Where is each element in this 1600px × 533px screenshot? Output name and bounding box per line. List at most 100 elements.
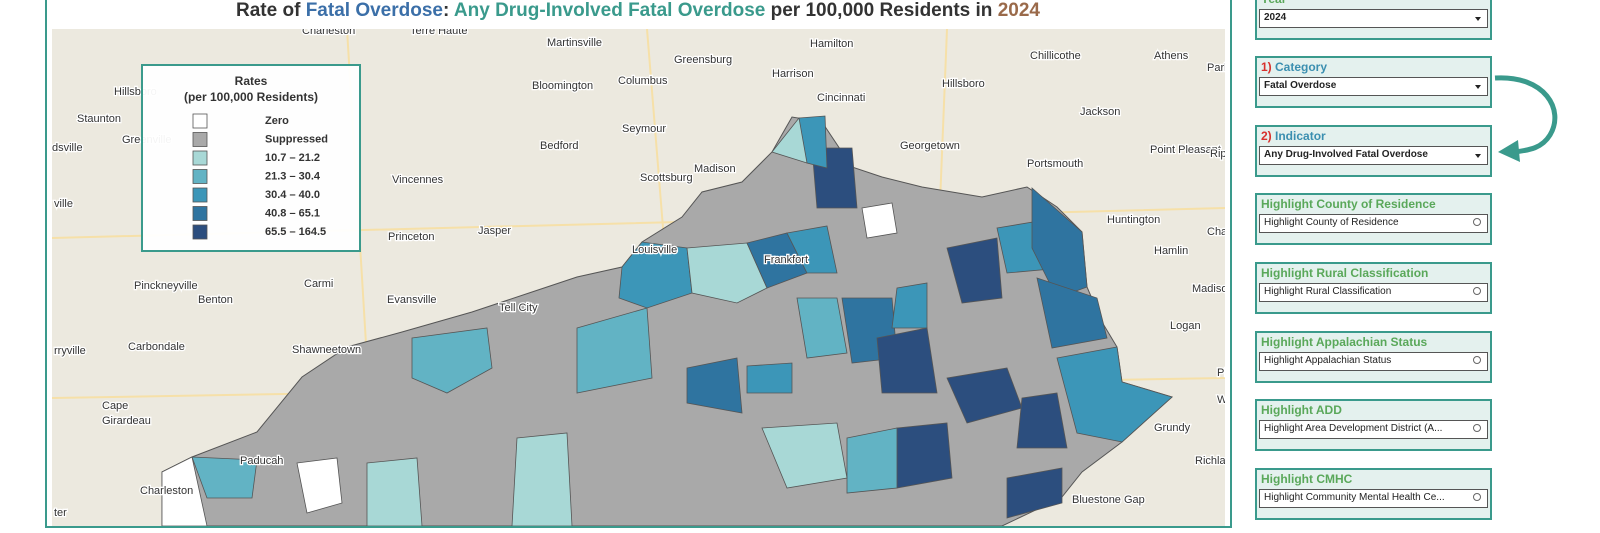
legend-swatch [192, 224, 208, 240]
map-label: Frankfort [764, 254, 808, 266]
filter-value: 2024 [1264, 12, 1287, 23]
filter-panel: 1) Category Fatal Overdose [1255, 56, 1492, 108]
title-part: Any Drug-Involved Fatal Overdose [454, 0, 765, 21]
filter-title: Year [1261, 0, 1286, 6]
map-label: Shawneetown [292, 344, 361, 356]
map-label: ter [54, 507, 67, 519]
map-label: Cape [102, 400, 128, 412]
map-label: Harrison [772, 68, 814, 80]
dropdown[interactable]: Any Drug-Involved Fatal Overdose [1259, 146, 1488, 165]
map-label: Madison [694, 163, 736, 175]
map-label: Jackson [1080, 106, 1120, 118]
map-label: Point Pleasant [1150, 144, 1221, 156]
filter-value: Highlight Area Development District (A..… [1264, 423, 1443, 434]
search-box[interactable]: Highlight Appalachian Status [1259, 352, 1488, 371]
legend: Rates (per 100,000 Residents) Zero Suppre… [141, 64, 361, 252]
flow-arrow [1494, 75, 1558, 162]
filter-title: Highlight County of Residence [1261, 197, 1436, 211]
map-label: Portsmouth [1027, 158, 1083, 170]
legend-swatch [192, 187, 208, 203]
map-label: Ripley [1210, 148, 1230, 160]
map-label: Madison [1192, 283, 1230, 295]
map-label: Carbondale [128, 341, 185, 353]
dropdown[interactable]: 2024 [1259, 9, 1488, 28]
map-label: Princeton [388, 231, 434, 243]
map-label: Logan [1170, 320, 1201, 332]
filter-title: Indicator [1275, 129, 1326, 143]
legend-label: Suppressed [265, 133, 328, 145]
map-label: Benton [198, 294, 233, 306]
map-label: Martinsville [547, 37, 602, 49]
dropdown[interactable]: Fatal Overdose [1259, 77, 1488, 96]
legend-swatch [192, 113, 208, 129]
filter-label: Highlight ADD [1261, 403, 1342, 417]
map-panel: Charleston Terre Haute Martinsville Hamilto… [45, 0, 1232, 528]
kentucky [161, 116, 1173, 526]
filter-panel: 2) Indicator Any Drug-Involved Fatal Over… [1255, 125, 1492, 177]
map-label: Evansville [387, 294, 437, 306]
map: Charleston Terre Haute Martinsville Hamilto… [52, 0, 1230, 526]
map-label: Carmi [304, 278, 333, 290]
search-icon [1473, 493, 1481, 501]
filter-value: Highlight Appalachian Status [1264, 355, 1392, 366]
map-label: Charleston [302, 25, 355, 37]
map-label: Tell City [499, 302, 538, 314]
map-label: Charle [1207, 226, 1230, 238]
map-label: Girardeau [102, 415, 151, 427]
map-label: Cincinnati [817, 92, 865, 104]
filter-label: Highlight CMHC [1261, 472, 1352, 486]
map-label: Greensburg [674, 54, 732, 66]
legend-label: 30.4 – 40.0 [265, 189, 320, 201]
legend-label: 40.8 – 65.1 [265, 207, 320, 219]
filter-title: Highlight CMHC [1261, 472, 1353, 486]
search-box[interactable]: Highlight County of Residence [1259, 214, 1488, 233]
filter-label: 1) Category [1261, 60, 1327, 74]
map-label: Hamilton [810, 38, 853, 50]
search-box[interactable]: Highlight Community Mental Health Ce... [1259, 489, 1488, 508]
map-label: Scottsburg [640, 172, 693, 184]
legend-title: Rates [235, 74, 268, 88]
filter-label: Highlight Appalachian Status [1261, 335, 1427, 349]
search-icon [1473, 287, 1481, 295]
map-label: Bluestone Gap [1072, 494, 1145, 506]
map-label: Hamlin [1154, 245, 1188, 257]
map-label: Pinckneyville [134, 280, 198, 292]
map-label: dsville [52, 142, 83, 154]
filter-panel: Highlight CMHC Highlight Community Mental… [1255, 468, 1492, 520]
filter-panel: Year 2024 [1255, 0, 1492, 40]
map-label: Staunton [77, 113, 121, 125]
dropdown-arrow [1475, 85, 1481, 89]
search-icon [1473, 356, 1481, 364]
map-label: Seymour [622, 123, 666, 135]
title-part: : [443, 0, 454, 21]
filter-title: Highlight Rural Classification [1261, 266, 1429, 280]
map-label: Parke [1207, 62, 1230, 74]
filter-label: 2) Indicator [1261, 129, 1326, 143]
title: Rate of Fatal Overdose: Any Drug-Involve… [236, 0, 1040, 21]
search-box[interactable]: Highlight Rural Classification [1259, 283, 1488, 302]
title-part: Fatal Overdose [306, 0, 443, 21]
map-label: Richlands [1195, 455, 1230, 467]
search-icon [1473, 218, 1481, 226]
legend-label: Zero [265, 115, 289, 127]
search-box[interactable]: Highlight Area Development District (A..… [1259, 420, 1488, 439]
filter-step: 2) [1261, 129, 1272, 143]
legend-label: 65.5 – 164.5 [265, 226, 326, 238]
filter-title: Category [1275, 60, 1328, 74]
filter-title: Highlight ADD [1261, 403, 1342, 417]
map-label: Georgetown [900, 140, 960, 152]
map-label: We [1217, 394, 1230, 406]
map-label: Bloomington [532, 80, 593, 92]
dropdown-arrow [1475, 17, 1481, 21]
map-label: Bedford [540, 140, 579, 152]
legend-label: 10.7 – 21.2 [265, 152, 320, 164]
legend-swatch [192, 132, 208, 147]
legend-swatch [192, 169, 208, 184]
filter-label: Highlight Rural Classification [1261, 266, 1428, 280]
filter-value: Fatal Overdose [1264, 80, 1337, 91]
map-label: Charleston [140, 485, 193, 497]
title-part: 2024 [998, 0, 1041, 21]
map-label: Huntington [1107, 214, 1160, 226]
filter-panel: Highlight County of Residence Highlight C… [1255, 193, 1492, 245]
